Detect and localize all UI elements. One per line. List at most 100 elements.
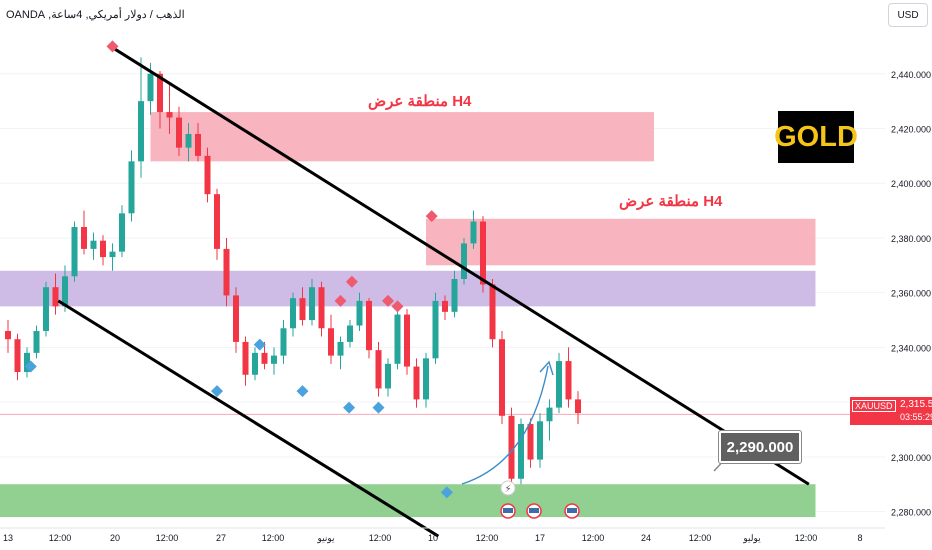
candle-body bbox=[566, 361, 572, 399]
candle-body bbox=[385, 364, 391, 389]
zone-demand bbox=[0, 484, 816, 517]
candle-body bbox=[43, 287, 49, 331]
candle-body bbox=[518, 424, 524, 479]
candle-body bbox=[404, 315, 410, 367]
bar-countdown: 03:55:29 bbox=[900, 412, 932, 422]
candle-body bbox=[376, 350, 382, 388]
candle-body bbox=[81, 227, 87, 249]
swing-low-marker bbox=[373, 402, 385, 414]
candle-body bbox=[461, 243, 467, 279]
candle-body bbox=[110, 252, 116, 257]
candle-body bbox=[537, 421, 543, 459]
candle-body bbox=[395, 315, 401, 364]
last-price-tag: XAUUSD 2,315.540 03:55:29 bbox=[850, 397, 932, 425]
time-tick-label: 12:00 bbox=[156, 533, 179, 543]
candle-body bbox=[281, 328, 287, 355]
candle-body bbox=[72, 227, 78, 276]
candle-body bbox=[5, 331, 11, 339]
candle-body bbox=[490, 284, 496, 339]
candle-body bbox=[15, 339, 21, 372]
price-tick-label: 2,280.000 bbox=[891, 508, 931, 518]
time-tick-label: يوليو bbox=[742, 533, 761, 544]
target-price-callout: 2,290.000 bbox=[719, 431, 801, 463]
candle-body bbox=[300, 298, 306, 320]
candle-body bbox=[547, 408, 553, 422]
candle-body bbox=[243, 342, 249, 375]
price-tick-label: 2,300.000 bbox=[891, 453, 931, 463]
svg-text:⚡: ⚡ bbox=[504, 484, 511, 495]
candle-body bbox=[423, 358, 429, 399]
time-tick-label: 12:00 bbox=[262, 533, 285, 543]
time-axis[interactable]: 13 12:00 20 12:00 27 12:00 يونيو 12:00 10 12:00 17… bbox=[0, 528, 885, 544]
candle-body bbox=[290, 298, 296, 328]
candle-body bbox=[347, 326, 353, 342]
candle-body bbox=[366, 301, 372, 350]
time-tick-label: 12:00 bbox=[476, 533, 499, 543]
symbol-label: XAUUSD bbox=[852, 400, 896, 412]
swing-low-marker bbox=[254, 339, 266, 351]
candle-body bbox=[357, 301, 363, 326]
zone-label-upper: H4 منطقة عرض bbox=[368, 92, 471, 110]
candle-body bbox=[499, 339, 505, 416]
candle-body bbox=[176, 118, 182, 148]
price-tick-label: 2,420.000 bbox=[891, 125, 931, 135]
chart-title: الذهب / دولار أمريكي, 4ساعة, OANDA bbox=[6, 8, 185, 21]
candle-body bbox=[309, 287, 315, 320]
price-tick-label: 2,360.000 bbox=[891, 289, 931, 299]
currency-button[interactable]: USD bbox=[888, 3, 928, 27]
candle-body bbox=[233, 295, 239, 342]
candle-body bbox=[138, 101, 144, 161]
time-tick-label: 12:00 bbox=[689, 533, 712, 543]
price-tick-label: 2,440.000 bbox=[891, 70, 931, 80]
zone-label-lower: H4 منطقة عرض bbox=[619, 192, 722, 210]
candle-body bbox=[262, 353, 268, 364]
candle-body bbox=[528, 424, 534, 460]
price-tick-label: 2,340.000 bbox=[891, 343, 931, 353]
candle-body bbox=[480, 222, 486, 285]
candle-body bbox=[34, 331, 40, 353]
time-tick-label: 13 bbox=[3, 533, 13, 543]
candle-body bbox=[100, 241, 106, 257]
time-tick-label: 24 bbox=[641, 533, 651, 543]
swing-low-marker bbox=[343, 402, 355, 414]
time-tick-label: 27 bbox=[216, 533, 226, 543]
time-tick-label: 12:00 bbox=[49, 533, 72, 543]
candle-body bbox=[119, 213, 125, 251]
candle-body bbox=[509, 416, 515, 479]
time-tick-label: 20 bbox=[110, 533, 120, 543]
candle-body bbox=[205, 156, 211, 194]
swing-low-marker bbox=[297, 385, 309, 397]
candle-body bbox=[556, 361, 562, 408]
candle-body bbox=[414, 367, 420, 400]
price-axis[interactable]: 2,280.0002,300.0002,320.0002,340.0002,36… bbox=[885, 0, 932, 550]
price-tick-label: 2,400.000 bbox=[891, 179, 931, 189]
candle-body bbox=[452, 279, 458, 312]
candle-body bbox=[186, 134, 192, 148]
time-tick-label: 10 bbox=[428, 533, 438, 543]
candle-body bbox=[575, 399, 581, 413]
time-tick-label: 12:00 bbox=[582, 533, 605, 543]
price-axis-bg bbox=[885, 0, 932, 550]
candle-body bbox=[328, 328, 334, 355]
candle-body bbox=[214, 194, 220, 249]
candle-body bbox=[129, 161, 135, 213]
last-price: 2,315.540 bbox=[900, 399, 932, 410]
time-tick-label: 12:00 bbox=[369, 533, 392, 543]
candle-body bbox=[338, 342, 344, 356]
zones bbox=[0, 112, 816, 517]
candle-body bbox=[91, 241, 97, 249]
zone-mid_zone bbox=[0, 271, 816, 307]
gold-badge: GOLD bbox=[778, 111, 854, 163]
candle-body bbox=[433, 301, 439, 358]
candle-body bbox=[442, 301, 448, 312]
candle-body bbox=[53, 287, 59, 306]
time-tick-label: 17 bbox=[535, 533, 545, 543]
time-tick-label: يونيو bbox=[316, 533, 335, 544]
candle-body bbox=[62, 276, 68, 306]
candle-body bbox=[252, 353, 258, 375]
candle-body bbox=[224, 249, 230, 296]
candle-body bbox=[471, 222, 477, 244]
time-tick-label: 8 bbox=[857, 533, 862, 543]
time-tick-label: 12:00 bbox=[795, 533, 818, 543]
